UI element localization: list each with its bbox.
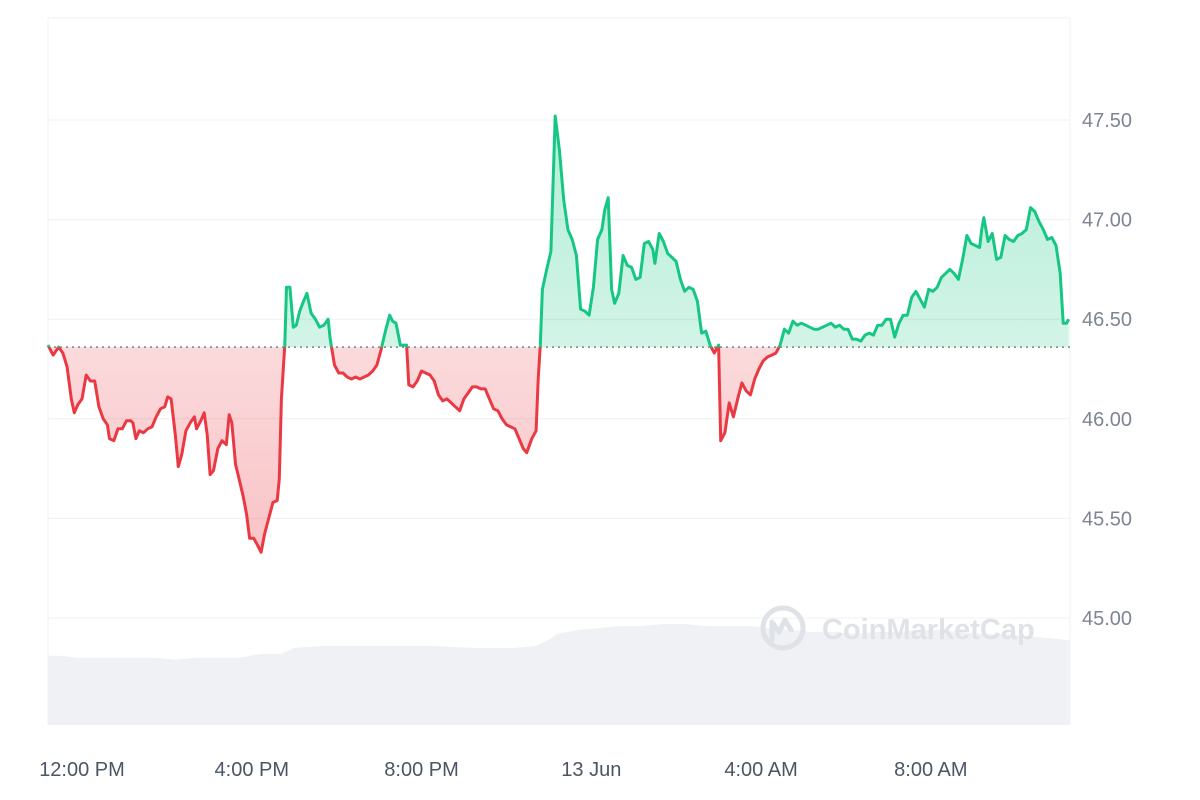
x-tick-label: 13 Jun	[561, 759, 621, 781]
x-tick-label: 8:00 PM	[384, 759, 458, 781]
y-tick-label: 45.00	[1082, 608, 1132, 630]
y-tick-label: 46.00	[1082, 409, 1132, 431]
coinmarketcap-watermark: CoinMarketCap	[760, 605, 1035, 651]
price-fill-down	[49, 347, 780, 553]
x-axis-ticks: 12:00 PM 4:00 PM 8:00 PM 13 Jun 4:00 AM 8:00 …	[39, 759, 967, 781]
x-tick-label: 4:00 AM	[724, 759, 797, 781]
y-tick-label: 45.50	[1082, 508, 1132, 530]
price-fill-up	[48, 116, 1069, 348]
volume-area	[48, 624, 1070, 725]
volume-shape	[48, 624, 1070, 725]
y-tick-label: 46.50	[1082, 309, 1132, 331]
y-tick-label: 47.50	[1082, 110, 1132, 132]
x-tick-label: 12:00 PM	[39, 759, 125, 781]
price-line	[46, 114, 1071, 554]
price-line-down	[47, 347, 781, 554]
coinmarketcap-logo-icon	[760, 605, 806, 651]
price-line-up	[46, 114, 1071, 348]
price-fill	[48, 116, 1069, 553]
y-tick-label: 47.00	[1082, 210, 1132, 232]
x-tick-label: 8:00 AM	[894, 759, 967, 781]
y-axis-ticks: 47.50 47.00 46.50 46.00 45.50 45.00	[1082, 110, 1132, 630]
x-tick-label: 4:00 PM	[215, 759, 289, 781]
watermark-text: CoinMarketCap	[822, 614, 1035, 646]
